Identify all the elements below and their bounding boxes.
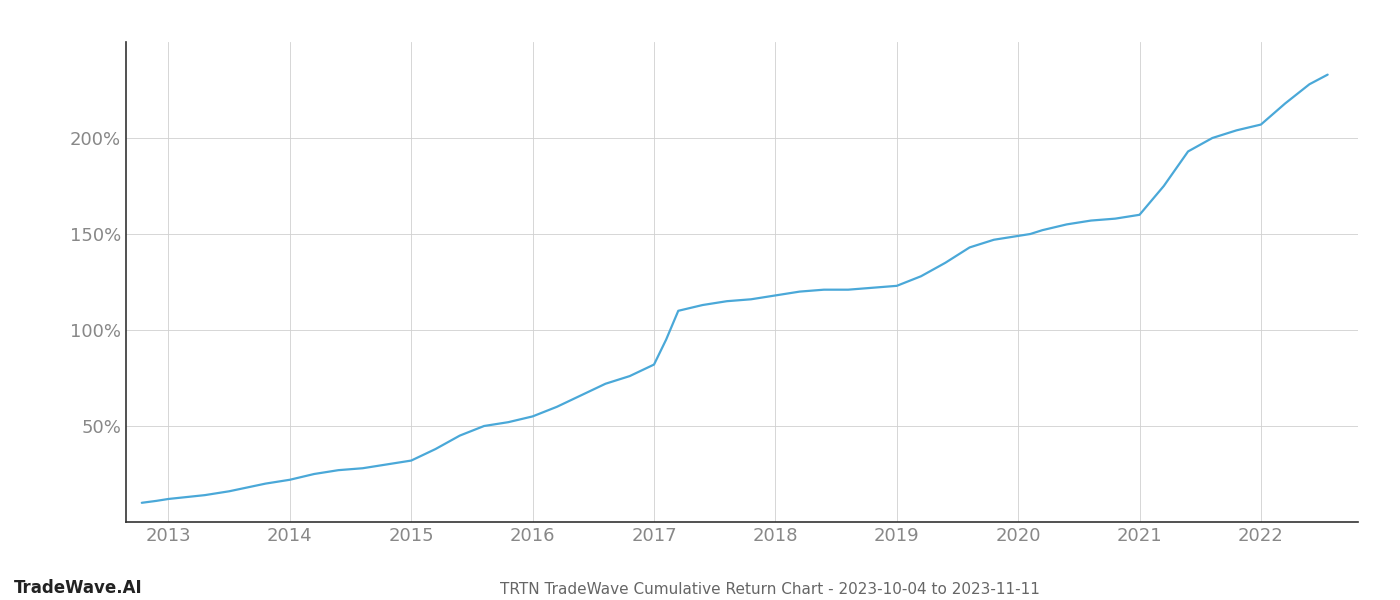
- Text: TRTN TradeWave Cumulative Return Chart - 2023-10-04 to 2023-11-11: TRTN TradeWave Cumulative Return Chart -…: [500, 582, 1040, 597]
- Text: TradeWave.AI: TradeWave.AI: [14, 579, 143, 597]
